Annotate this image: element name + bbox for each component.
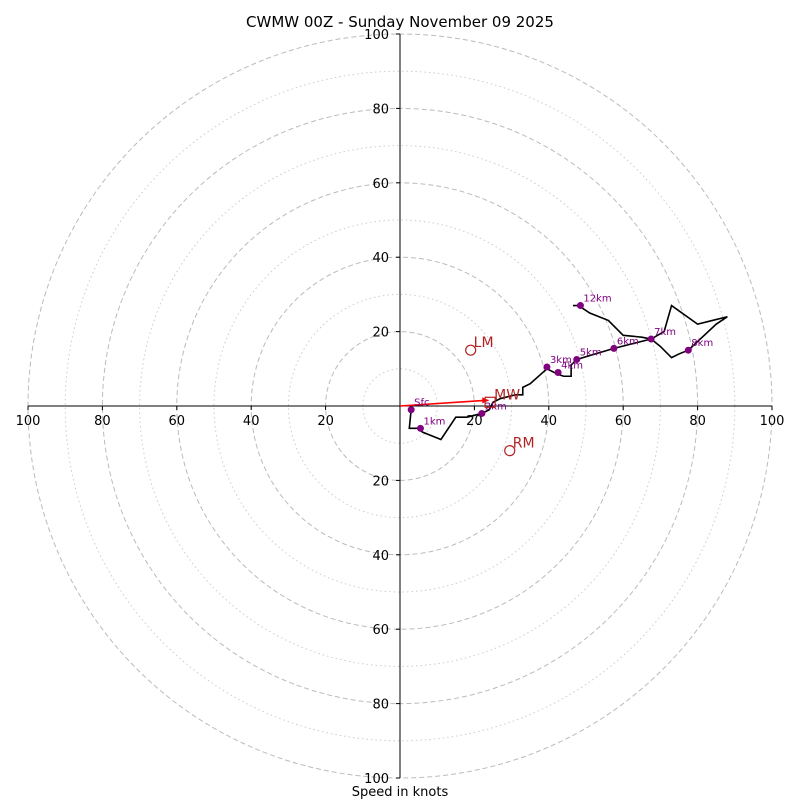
height-label-3km: 3km (550, 355, 572, 366)
height-marker-1km (416, 424, 424, 432)
storm-label-RM: RM (513, 436, 535, 452)
height-marker-Sfc (407, 406, 415, 414)
storm-marker-LM (465, 344, 477, 356)
x-tick-label: 80 (689, 414, 706, 429)
height-label-Sfc: Sfc (414, 398, 429, 409)
storm-marker-RM (504, 445, 516, 457)
y-tick-label: 80 (372, 698, 389, 713)
y-tick-label: 20 (372, 326, 389, 341)
height-marker-6km (610, 344, 618, 352)
height-label-8km: 8km (691, 338, 713, 349)
shear-vector (399, 399, 485, 407)
y-tick-label: 100 (364, 28, 389, 43)
shear-vector-arrowhead (482, 397, 490, 404)
height-marker-2km (478, 409, 486, 417)
y-tick-label: 20 (372, 474, 389, 489)
x-tick-label: 100 (760, 414, 785, 429)
hodograph-trace (408, 304, 728, 441)
height-label-6km: 6km (617, 336, 639, 347)
y-tick-label: 40 (372, 549, 389, 564)
y-tick-label: 100 (364, 772, 389, 787)
height-label-7km: 7km (654, 327, 676, 338)
x-tick-label: 60 (615, 414, 632, 429)
x-tick-label: 60 (169, 414, 186, 429)
y-tick-label: 60 (372, 177, 389, 192)
height-marker-3km (543, 363, 551, 371)
x-tick-label: 100 (16, 414, 41, 429)
height-label-12km: 12km (583, 294, 611, 305)
x-axis-label: Speed in knots (352, 785, 449, 800)
storm-label-LM: LM (474, 335, 494, 351)
height-marker-8km (684, 346, 692, 354)
x-tick-label: 40 (541, 414, 558, 429)
y-tick-label: 40 (372, 251, 389, 266)
chart-title: CWMW 00Z - Sunday November 09 2025 (246, 13, 554, 31)
storm-marker-MW (484, 396, 496, 408)
height-marker-12km (576, 302, 584, 310)
x-tick-label: 40 (243, 414, 260, 429)
storm-label-MW: MW (494, 387, 520, 403)
height-label-5km: 5km (580, 348, 602, 359)
x-tick-label: 20 (317, 414, 334, 429)
height-marker-5km (573, 356, 581, 363)
x-tick-label: 80 (94, 414, 111, 429)
height-label-4km: 4km (561, 361, 583, 372)
y-tick-label: 80 (372, 102, 389, 117)
height-marker-7km (647, 335, 655, 343)
height-marker-4km (554, 369, 562, 377)
height-label-2km: 2km (485, 401, 507, 412)
height-label-1km: 1km (423, 416, 445, 427)
x-tick-label: 20 (466, 414, 483, 429)
y-tick-label: 60 (372, 623, 389, 638)
